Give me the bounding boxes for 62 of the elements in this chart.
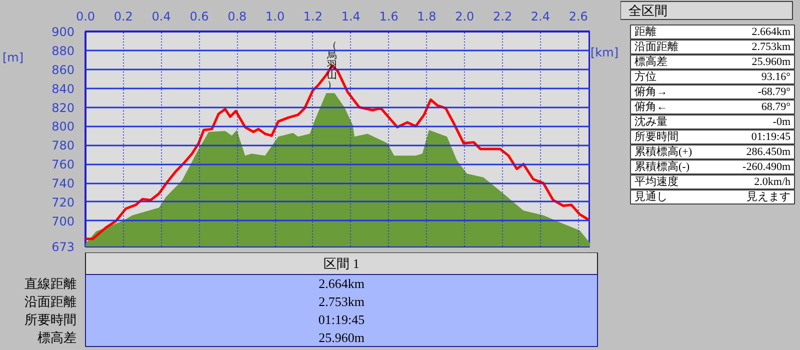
category-label: 俯角→ xyxy=(634,85,668,98)
y-tick-label: 673 xyxy=(52,240,74,254)
y-tick-label: 700 xyxy=(52,214,74,228)
x-tick-label: 0.2 xyxy=(114,10,133,24)
x-tick-label: 1.6 xyxy=(379,10,398,24)
category-label: 累積標高(-) xyxy=(634,160,690,173)
y-tick-label: 800 xyxy=(52,120,74,134)
x-tick-label: 0.4 xyxy=(152,10,171,24)
text: 2.753km xyxy=(752,41,791,53)
category-label: 累積標高(+) xyxy=(634,145,692,158)
x-tick-label: 1.2 xyxy=(303,10,323,24)
category-label: 方位 xyxy=(634,70,656,83)
text: 2.0km/h xyxy=(754,176,791,188)
x-tick-label: 0.6 xyxy=(190,10,209,24)
text: 286.450m xyxy=(746,146,791,158)
x-tick-label: 1.8 xyxy=(417,10,436,24)
y-tick-label: 880 xyxy=(52,44,74,58)
y-tick-label: 740 xyxy=(52,176,74,191)
x-tick-label: 1.0 xyxy=(266,10,285,24)
text: -68.79° xyxy=(758,86,790,98)
text: 25.960m xyxy=(752,56,791,68)
text: 区間 1 xyxy=(324,256,360,271)
text: 全区間 xyxy=(628,3,668,18)
text: -0m xyxy=(772,116,791,128)
x-tick-label: 1.4 xyxy=(341,10,360,24)
category-label: 標高差 xyxy=(38,330,76,345)
y-axis-title: [m] xyxy=(2,50,24,64)
category-label: 俯角← xyxy=(634,100,668,113)
y-tick-label: 780 xyxy=(52,138,74,153)
text: 25.960m xyxy=(318,330,364,345)
x-tick-label: 0.0 xyxy=(76,10,96,24)
category-label: 沿面距離 xyxy=(24,294,76,309)
text: 見えます xyxy=(746,191,790,203)
category-label: 距離 xyxy=(634,26,656,38)
category-label: 平均速度 xyxy=(634,175,678,188)
y-tick-label: 900 xyxy=(52,25,74,39)
category-label: 所要時間 xyxy=(24,312,76,327)
text: 93.16° xyxy=(761,71,791,83)
x-tick-label: 2.6 xyxy=(568,10,588,24)
x-tick-label: 2.4 xyxy=(530,10,550,24)
x-tick-label: 2.0 xyxy=(455,10,474,24)
text: 01:19:45 xyxy=(751,131,791,143)
category-label: 直線距離 xyxy=(24,276,76,291)
category-label: 沈み量 xyxy=(634,115,668,128)
text: -260.490m xyxy=(742,161,791,173)
y-tick-label: 860 xyxy=(52,62,74,77)
text: 2.664km xyxy=(752,26,791,38)
y-tick-label: 720 xyxy=(52,195,74,210)
category-label: 見通し xyxy=(634,190,668,203)
text: 68.79° xyxy=(761,101,791,113)
y-tick-label: 820 xyxy=(52,100,74,115)
x-tick-label: 0.8 xyxy=(228,10,247,24)
text: 01:19:45 xyxy=(318,312,365,327)
y-tick-label: 760 xyxy=(52,158,74,172)
x-axis-title: [km] xyxy=(590,46,619,60)
text: 2.664km xyxy=(318,276,364,291)
category-label: 沿面距離 xyxy=(634,41,678,53)
x-tick-label: 2.2 xyxy=(493,10,512,24)
category-label: 標高差 xyxy=(634,55,668,68)
category-label: 所要時間 xyxy=(634,130,678,143)
y-tick-label: 840 xyxy=(52,82,74,96)
text: 2.753km xyxy=(318,294,364,309)
